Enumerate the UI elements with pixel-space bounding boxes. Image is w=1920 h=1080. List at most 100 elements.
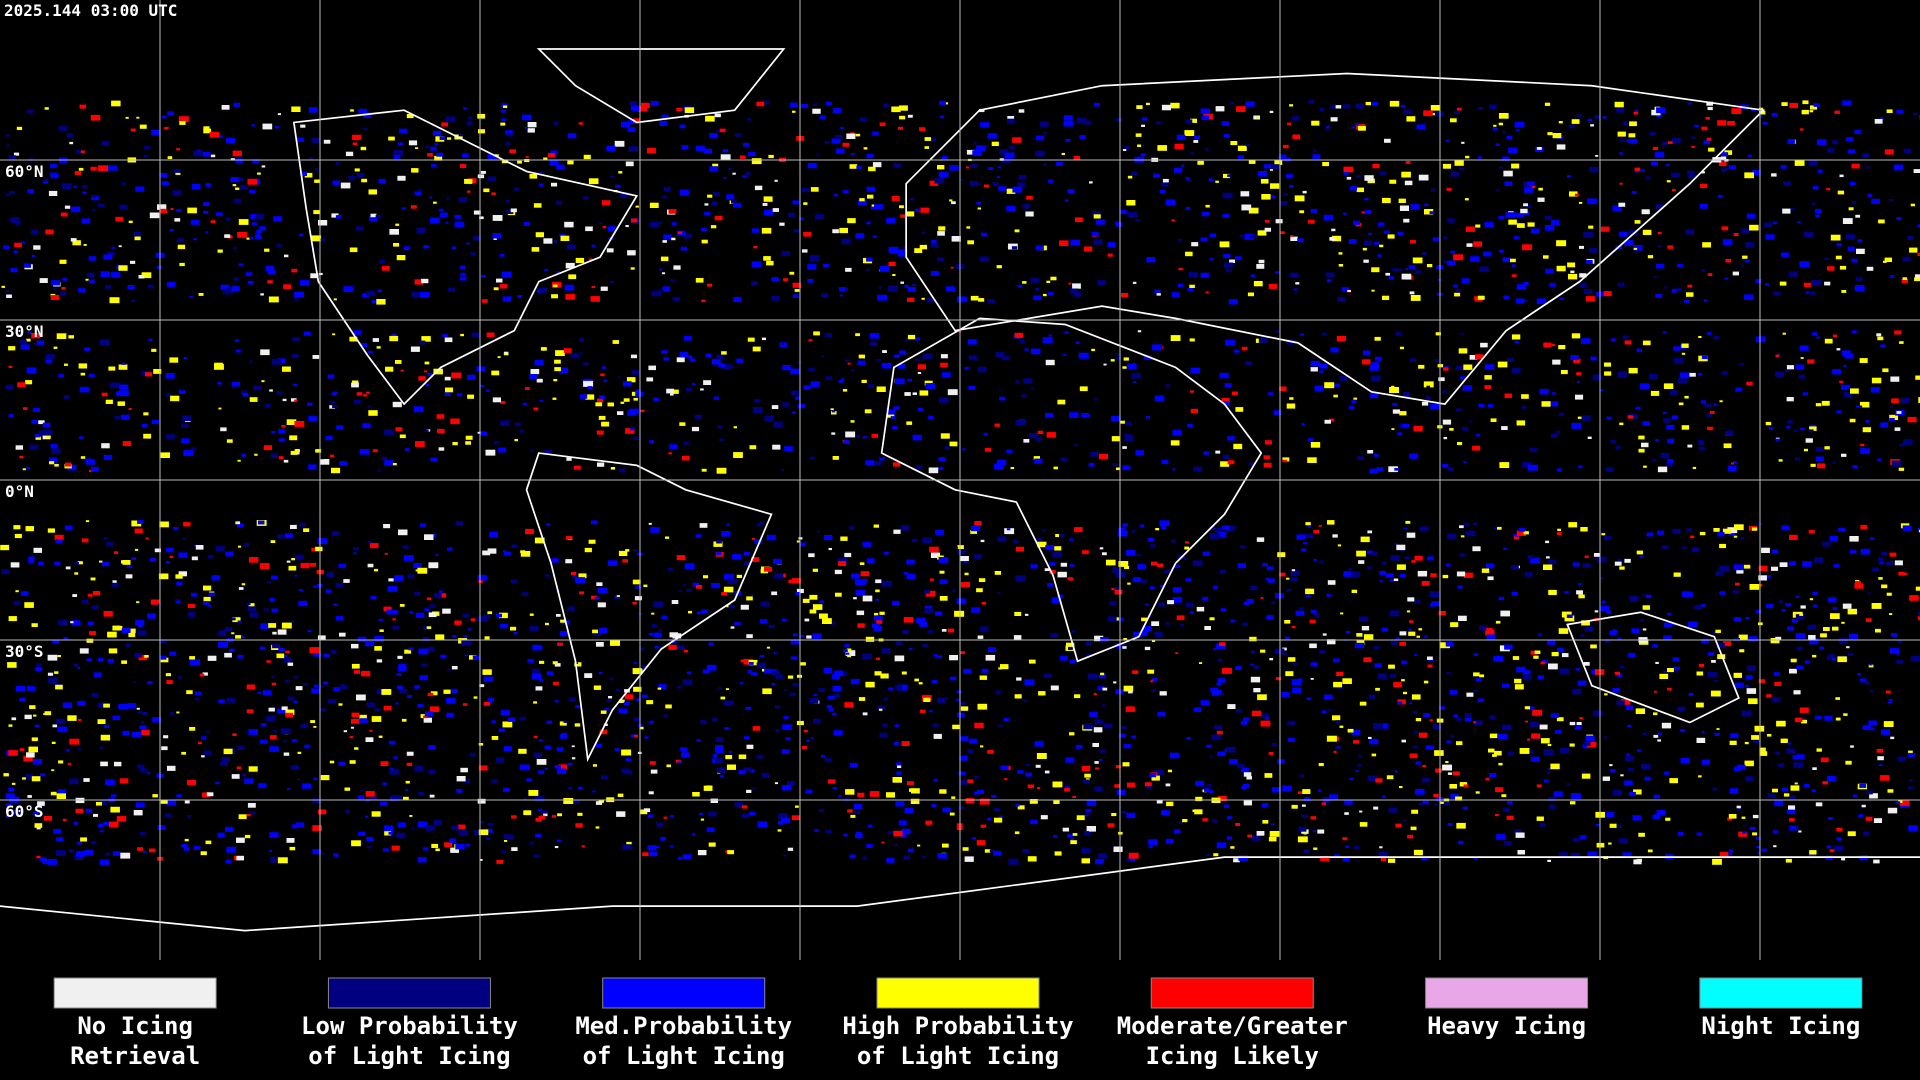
icing-pixel (1069, 538, 1074, 541)
icing-pixel (467, 394, 474, 399)
icing-pixel (683, 649, 689, 653)
icing-pixel (1499, 166, 1503, 169)
icing-pixel (733, 296, 742, 303)
icing-pixel (22, 468, 26, 471)
icing-pixel (1667, 687, 1672, 691)
icing-pixel (1626, 139, 1632, 143)
icing-pixel (1594, 610, 1599, 613)
icing-pixel (1536, 784, 1542, 788)
icing-pixel (642, 694, 648, 699)
icing-pixel (112, 851, 121, 856)
icing-pixel (1223, 173, 1230, 179)
icing-pixel (1035, 150, 1045, 157)
icing-pixel (1247, 292, 1254, 297)
icing-pixel (294, 574, 298, 577)
icing-pixel (463, 107, 467, 110)
icing-pixel (286, 838, 295, 843)
icing-pixel (34, 823, 43, 828)
icing-pixel (751, 557, 760, 562)
icing-pixel (754, 399, 761, 403)
icing-pixel (1457, 840, 1464, 845)
icing-pixel (866, 558, 875, 564)
icing-pixel (1035, 436, 1042, 441)
icing-pixel (403, 555, 414, 561)
icing-pixel (781, 618, 787, 622)
icing-pixel (832, 674, 840, 679)
icing-pixel (1869, 689, 1874, 692)
icing-pixel (269, 746, 279, 752)
icing-pixel (1898, 571, 1905, 576)
icing-pixel (82, 185, 88, 189)
icing-pixel (122, 441, 131, 447)
icing-pixel (1690, 535, 1695, 539)
icing-pixel (585, 226, 593, 232)
icing-pixel (118, 265, 128, 271)
icing-pixel (1326, 735, 1337, 742)
icing-pixel (1070, 239, 1080, 246)
icing-pixel (1547, 132, 1553, 136)
icing-pixel (917, 844, 921, 847)
icing-pixel (206, 792, 214, 797)
icing-pixel (111, 272, 121, 278)
icing-pixel (359, 714, 367, 720)
icing-pixel (445, 697, 456, 704)
icing-pixel (1016, 546, 1024, 552)
icing-pixel (1868, 720, 1877, 726)
icing-pixel (883, 697, 888, 701)
icing-pixel (895, 762, 902, 766)
icing-pixel (1808, 635, 1816, 640)
icing-pixel (1484, 364, 1495, 370)
icing-pixel (1558, 852, 1568, 858)
icing-pixel (1098, 674, 1106, 679)
icing-pixel (1827, 266, 1835, 271)
icing-pixel (1622, 122, 1628, 125)
icing-pixel (1045, 359, 1055, 366)
icing-pixel (1400, 104, 1406, 108)
icing-pixel (384, 825, 394, 831)
icing-pixel (624, 694, 634, 700)
icing-pixel (1079, 135, 1086, 140)
icing-pixel (808, 698, 819, 704)
icing-pixel (1415, 761, 1421, 765)
icing-pixel (1874, 119, 1883, 124)
icing-pixel (1196, 606, 1205, 612)
icing-pixel (1618, 838, 1628, 844)
icing-pixel (414, 591, 421, 596)
icing-pixel (1789, 668, 1797, 674)
icing-pixel (844, 702, 854, 708)
icing-pixel (748, 662, 754, 665)
icing-pixel (1429, 719, 1433, 722)
icing-pixel (235, 635, 241, 639)
icing-pixel (1024, 348, 1029, 351)
icing-pixel (1571, 422, 1582, 429)
icing-pixel (1399, 786, 1403, 789)
icing-pixel (1558, 345, 1566, 350)
icing-pixel (1540, 738, 1550, 744)
icing-pixel (592, 631, 601, 637)
icing-pixel (1303, 849, 1310, 854)
icing-pixel (840, 536, 848, 541)
icing-pixel (1584, 289, 1593, 294)
icing-pixel (1264, 219, 1270, 223)
icing-pixel (1514, 340, 1519, 344)
icing-pixel (198, 741, 202, 745)
icing-pixel (169, 711, 175, 715)
icing-pixel (1579, 273, 1587, 278)
icing-pixel (1527, 555, 1534, 559)
icing-pixel (1115, 222, 1123, 227)
icing-pixel (3, 773, 9, 777)
icing-pixel (1137, 144, 1142, 147)
icing-pixel (142, 851, 147, 854)
icing-pixel (1368, 775, 1378, 782)
icing-pixel (658, 221, 663, 224)
icing-pixel (874, 460, 882, 466)
icing-pixel (1222, 454, 1230, 459)
icing-pixel (413, 406, 424, 413)
icing-pixel (1869, 537, 1875, 540)
icing-pixel (1847, 246, 1855, 251)
icing-pixel (531, 673, 542, 680)
icing-pixel (1812, 591, 1818, 595)
icing-pixel (1599, 389, 1603, 392)
icing-pixel (1110, 359, 1115, 362)
icing-pixel (731, 554, 742, 560)
